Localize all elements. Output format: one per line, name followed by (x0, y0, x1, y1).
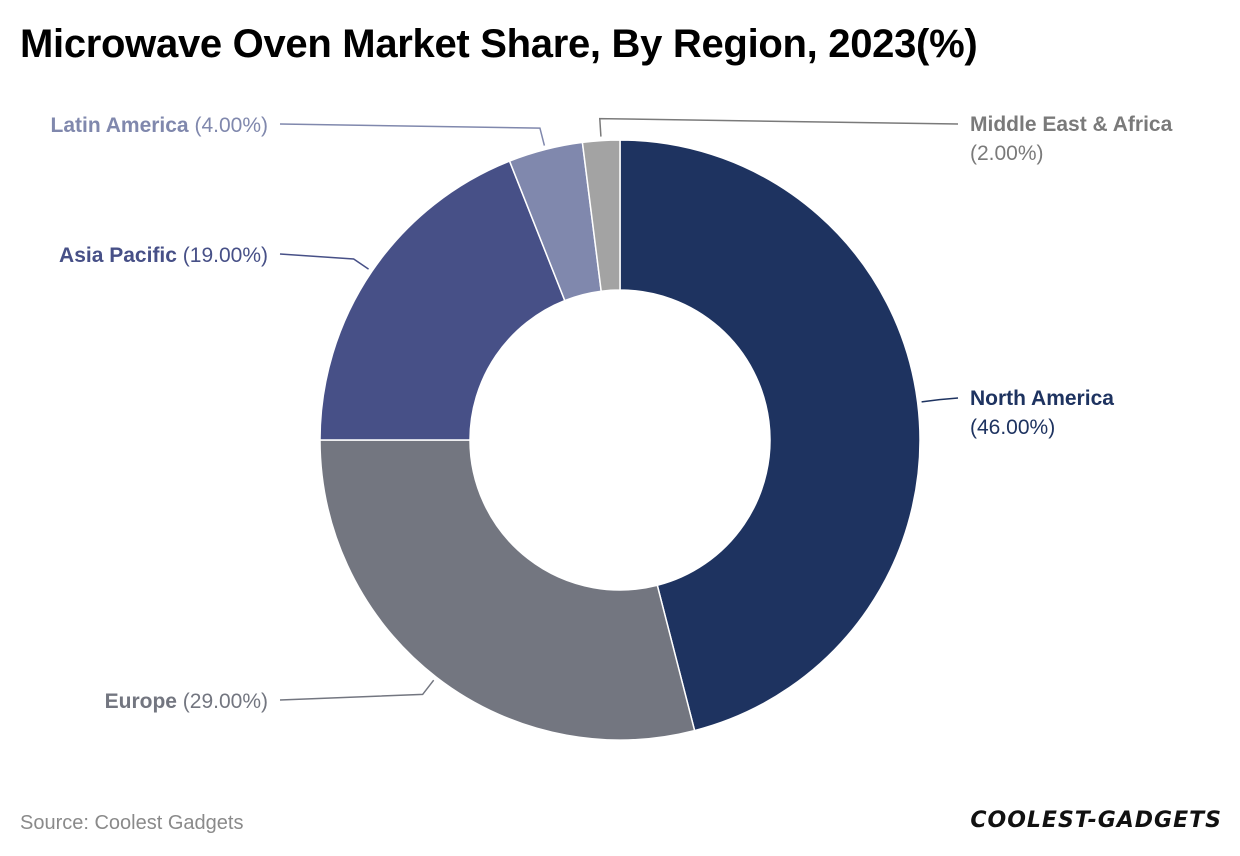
leader-line-asia-pacific (279, 253, 369, 270)
label-category: Europe (105, 690, 177, 713)
label-value: (46.00%) (970, 416, 1055, 439)
label-category: Middle East & Africa (970, 113, 1173, 136)
label-category: Latin America (51, 114, 189, 137)
label-middle-east-and-africa: Middle East & Africa (2.00%) (970, 113, 1173, 165)
slice-europe (319, 439, 696, 741)
label-category: North America (970, 387, 1114, 410)
brand-logo: COOLEST-GADGETS (970, 808, 1222, 833)
label-latin-america: Latin America (4.00%) (51, 114, 268, 137)
label-europe: Europe (29.00%) (105, 690, 268, 713)
label-value: (19.00%) (177, 244, 268, 267)
slice-north-america (619, 139, 921, 732)
chart-title: Microwave Oven Market Share, By Region, … (20, 22, 978, 66)
label-value: (2.00%) (970, 142, 1044, 165)
slice-middle-east-and-africa (581, 139, 621, 293)
label-north-america: North America (46.00%) (970, 387, 1114, 439)
label-category: Asia Pacific (59, 244, 177, 267)
label-asia-pacific: Asia Pacific (19.00%) (59, 244, 268, 267)
leader-line-north-america (921, 397, 959, 403)
label-value: (4.00%) (189, 114, 268, 137)
slice-asia-pacific (319, 160, 566, 441)
source-text: Source: Coolest Gadgets (20, 812, 244, 834)
leader-line-latin-america (279, 123, 546, 146)
leader-line-middle-east-and-africa (598, 117, 959, 137)
label-value: (29.00%) (177, 690, 268, 713)
leader-line-europe (279, 679, 435, 701)
